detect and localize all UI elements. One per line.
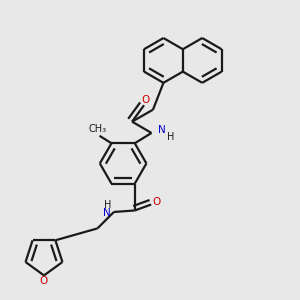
- Text: O: O: [40, 276, 48, 286]
- Text: CH₃: CH₃: [89, 124, 107, 134]
- Text: O: O: [152, 197, 161, 207]
- Text: N: N: [103, 208, 111, 218]
- Text: H: H: [167, 132, 174, 142]
- Text: O: O: [141, 95, 150, 105]
- Text: N: N: [158, 125, 166, 135]
- Text: H: H: [103, 200, 111, 210]
